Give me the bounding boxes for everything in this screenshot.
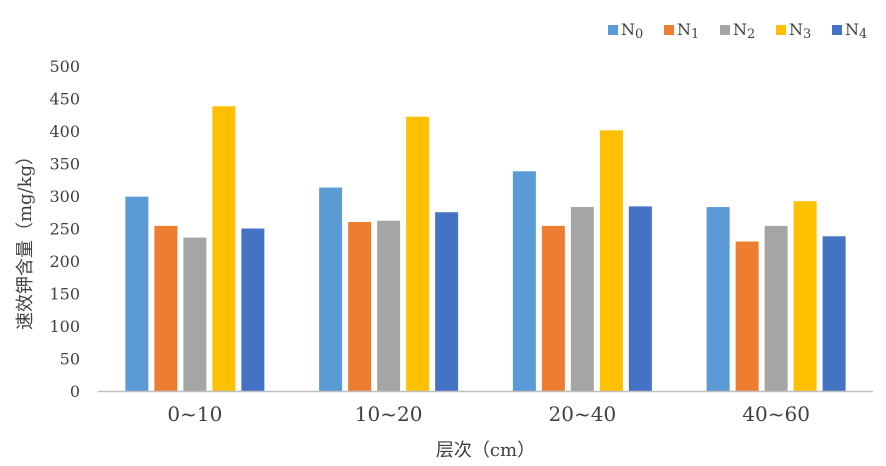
legend-label: N1 bbox=[677, 20, 699, 42]
x-category-label: 10~20 bbox=[355, 402, 423, 426]
bar-n3-2 bbox=[406, 116, 430, 391]
y-tick-label: 400 bbox=[49, 122, 80, 141]
legend-label-subscript: 1 bbox=[691, 27, 699, 42]
bar-n3-3 bbox=[599, 130, 623, 391]
bar-n2-2 bbox=[377, 220, 401, 391]
y-tick-label: 500 bbox=[49, 57, 80, 76]
legend-label-base: N bbox=[789, 20, 803, 39]
bar-n0-1 bbox=[125, 196, 149, 391]
bar-n3-4 bbox=[793, 201, 817, 391]
legend-swatch bbox=[720, 25, 730, 35]
bar-n2-3 bbox=[570, 207, 594, 391]
legend-label-base: N bbox=[677, 20, 691, 39]
legend: N0 N1 N2 N3 N4 bbox=[608, 20, 867, 42]
y-tick-label: 100 bbox=[49, 317, 80, 336]
legend-item-n4: N4 bbox=[832, 20, 867, 42]
bar-n4-4 bbox=[822, 236, 846, 391]
x-category-label: 0~10 bbox=[167, 402, 222, 426]
y-tick-label: 50 bbox=[60, 350, 80, 369]
y-axis-title: 速效钾含量（mg/kg） bbox=[15, 147, 36, 330]
legend-label-base: N bbox=[621, 20, 635, 39]
y-tick-label: 250 bbox=[49, 220, 80, 239]
legend-label-subscript: 3 bbox=[803, 27, 811, 42]
legend-item-n1: N1 bbox=[664, 20, 699, 42]
bar-n0-2 bbox=[319, 187, 343, 391]
legend-item-n2: N2 bbox=[720, 20, 755, 42]
x-category-label: 20~40 bbox=[549, 402, 617, 426]
bar-n1-4 bbox=[735, 241, 759, 391]
bar-n2-4 bbox=[764, 225, 788, 391]
y-tick-label: 450 bbox=[49, 90, 80, 109]
legend-swatch bbox=[608, 25, 618, 35]
legend-swatch bbox=[832, 25, 842, 35]
bar-n1-2 bbox=[348, 222, 372, 391]
legend-label: N4 bbox=[845, 20, 867, 42]
legend-label: N3 bbox=[789, 20, 811, 42]
legend-label-base: N bbox=[733, 20, 747, 39]
legend-label-subscript: 2 bbox=[747, 27, 755, 42]
bar-n1-1 bbox=[154, 225, 178, 391]
bar-n4-1 bbox=[241, 228, 265, 391]
y-tick-label: 300 bbox=[49, 187, 80, 206]
bar-n0-3 bbox=[512, 171, 536, 391]
y-tick-label: 150 bbox=[49, 285, 80, 304]
bar-n1-3 bbox=[541, 225, 565, 391]
bars bbox=[125, 106, 846, 392]
legend-label-base: N bbox=[845, 20, 859, 39]
legend-label: N2 bbox=[733, 20, 755, 42]
x-axis-title: 层次（cm） bbox=[436, 440, 535, 461]
y-tick-label: 350 bbox=[49, 155, 80, 174]
bar-n0-4 bbox=[706, 207, 730, 391]
bar-n3-1 bbox=[212, 106, 236, 392]
bar-n4-3 bbox=[628, 206, 652, 391]
x-axis-categories: 0~10 10~20 20~40 40~60 bbox=[167, 402, 810, 426]
legend-label: N0 bbox=[621, 20, 643, 42]
bar-n4-2 bbox=[435, 212, 459, 391]
legend-item-n0: N0 bbox=[608, 20, 643, 42]
legend-swatch bbox=[664, 25, 674, 35]
legend-label-subscript: 4 bbox=[859, 27, 867, 42]
y-axis-ticks: 0 50 100 150 200 250 300 350 400 450 500 bbox=[49, 57, 80, 401]
y-tick-label: 0 bbox=[70, 382, 80, 401]
y-tick-label: 200 bbox=[49, 252, 80, 271]
bar-n2-1 bbox=[183, 237, 207, 391]
x-category-label: 40~60 bbox=[742, 402, 810, 426]
legend-label-subscript: 0 bbox=[635, 27, 643, 42]
legend-item-n3: N3 bbox=[776, 20, 811, 42]
legend-swatch bbox=[776, 25, 786, 35]
